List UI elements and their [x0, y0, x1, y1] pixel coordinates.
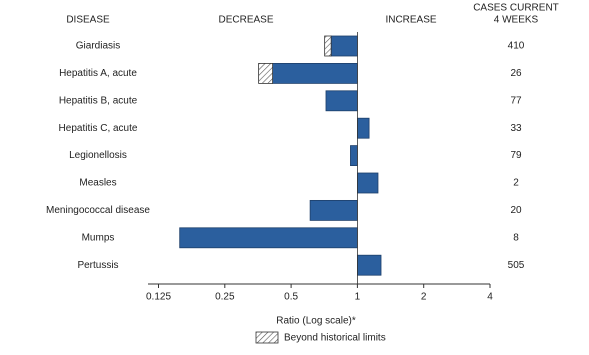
x-tick-label: 0.125: [146, 292, 171, 303]
x-tick-label: 0.25: [215, 292, 235, 303]
x-tick-label: 4: [487, 292, 493, 303]
bar: [330, 35, 358, 57]
category-label: Meningococcal disease: [46, 205, 150, 216]
cases-value: 77: [510, 95, 522, 106]
category-label: Pertussis: [77, 260, 118, 271]
header-cases: CASES CURRENT: [473, 3, 559, 14]
category-label: Hepatitis C, acute: [59, 123, 138, 134]
category-label: Giardiasis: [76, 41, 120, 52]
bar: [357, 254, 382, 276]
header-decrease: DECREASE: [218, 15, 273, 26]
cases-value: 33: [510, 123, 522, 134]
cases-value: 410: [508, 41, 525, 52]
category-label: Hepatitis B, acute: [59, 95, 138, 106]
cases-value: 2: [513, 178, 519, 189]
legend-swatch: [255, 331, 279, 344]
cases-value: 20: [510, 205, 522, 216]
cases-value: 26: [510, 68, 522, 79]
header-cases: 4 WEEKS: [494, 15, 539, 26]
bar: [309, 199, 358, 221]
cases-value: 8: [513, 232, 519, 243]
header-disease: DISEASE: [66, 15, 110, 26]
bar: [325, 90, 358, 112]
category-label: Mumps: [82, 232, 115, 243]
bar-beyond-limits: [324, 35, 332, 57]
bar: [357, 172, 379, 194]
bar-beyond-limits: [258, 63, 273, 84]
bar: [272, 63, 358, 84]
legend-label: Beyond historical limits: [284, 333, 386, 344]
bar: [350, 145, 358, 167]
x-tick-label: 0.5: [284, 292, 298, 303]
x-axis-label: Ratio (Log scale)*: [276, 316, 356, 327]
bar: [179, 227, 358, 249]
category-label: Hepatitis A, acute: [59, 68, 137, 79]
bar: [357, 117, 370, 139]
x-tick-label: 2: [421, 292, 427, 303]
x-tick-label: 1: [355, 292, 361, 303]
category-label: Legionellosis: [69, 150, 127, 161]
cases-value: 505: [508, 260, 525, 271]
header-increase: INCREASE: [385, 15, 436, 26]
category-label: Measles: [79, 178, 116, 189]
cases-value: 79: [510, 150, 522, 161]
